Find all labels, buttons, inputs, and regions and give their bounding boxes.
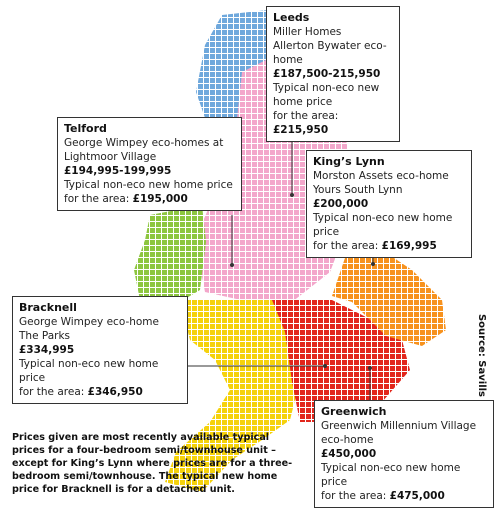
callout-price: £187,500-215,950	[273, 68, 381, 80]
callout: Telford George Wimpey eco-homes at Lightmo…	[57, 117, 242, 211]
area-label: for the area:	[321, 490, 387, 502]
callout-area: for the area: £215,950	[273, 109, 393, 137]
callout-line: Lightmoor Village	[64, 151, 157, 163]
callout-line: Morston Assets eco-home	[313, 170, 449, 182]
callout-line: George Wimpey eco-homes at	[64, 137, 224, 149]
footnote-line: bedroom semi/townhouse. The typical new …	[12, 471, 278, 482]
callout-name: King’s Lynn	[313, 155, 385, 168]
callout: Leeds Miller Homes Allerton Bywater eco-ho…	[266, 6, 400, 142]
leader-dot	[230, 263, 234, 267]
footnote-line: price for Bracknell is for a detached un…	[12, 484, 235, 495]
callout-area: for the area: £346,950	[19, 385, 181, 399]
area-label: for the area:	[19, 386, 85, 398]
callout: Greenwich Greenwich Millennium Village eco…	[314, 400, 494, 508]
callout-price: £200,000	[313, 198, 369, 210]
footnote-line: except for King’s Lynn where prices are …	[12, 458, 293, 469]
leader-dot	[371, 262, 375, 266]
callout: Bracknell George Wimpey eco-home The Parks…	[12, 296, 188, 404]
callout-note: Typical non-eco new home price	[273, 82, 380, 108]
callout-area: for the area: £475,000	[321, 489, 487, 503]
callout-line: eco-home	[321, 434, 374, 446]
leader-dot	[323, 364, 327, 368]
callout-name: Bracknell	[19, 301, 77, 314]
area-price: £475,000	[389, 490, 445, 502]
callout-line: Miller Homes	[273, 26, 342, 38]
callout-area: for the area: £169,995	[313, 239, 465, 253]
callout-price: £194,995-199,995	[64, 165, 172, 177]
area-label: for the area:	[313, 240, 379, 252]
area-price: £346,950	[87, 386, 143, 398]
callout-area: for the area: £195,000	[64, 192, 235, 206]
area-label: for the area:	[273, 110, 339, 122]
callout-name: Leeds	[273, 11, 310, 24]
leader-dots	[230, 193, 375, 370]
callout-note: Typical non-eco new home price	[321, 462, 461, 488]
leader-dot	[290, 193, 294, 197]
area-label: for the area:	[64, 193, 130, 205]
callout-line: Allerton Bywater eco-home	[273, 40, 387, 66]
callout-note: Typical non-eco new home price	[19, 358, 159, 384]
region-southeast	[272, 300, 410, 422]
callout-price: £450,000	[321, 448, 377, 460]
leader-dot	[368, 366, 372, 370]
callout: King’s Lynn Morston Assets eco-home Yours …	[306, 150, 472, 258]
callout-line: The Parks	[19, 330, 71, 342]
region-wales	[134, 205, 206, 302]
callout-line: George Wimpey eco-home	[19, 316, 159, 328]
callout-price: £334,995	[19, 344, 75, 356]
callout-name: Telford	[64, 122, 107, 135]
region-southwest	[165, 300, 300, 492]
area-price: £215,950	[273, 124, 329, 136]
region-northwest	[196, 10, 270, 138]
callout-line: Yours South Lynn	[313, 184, 403, 196]
region-east	[332, 250, 446, 346]
callout-note: Typical non-eco new home price	[64, 179, 233, 191]
source: Source: Savills	[476, 313, 488, 398]
footnote: Prices given are most recently available…	[12, 431, 312, 496]
footnote-line: Prices given are most recently available…	[12, 432, 270, 443]
area-price: £195,000	[132, 193, 188, 205]
callout-name: Greenwich	[321, 405, 387, 418]
callout-note: Typical non-eco new home price	[313, 212, 453, 238]
callout-line: Greenwich Millennium Village	[321, 420, 477, 432]
footnote-line: prices for a four-bedroom semi/townhouse…	[12, 445, 276, 456]
area-price: £169,995	[381, 240, 437, 252]
